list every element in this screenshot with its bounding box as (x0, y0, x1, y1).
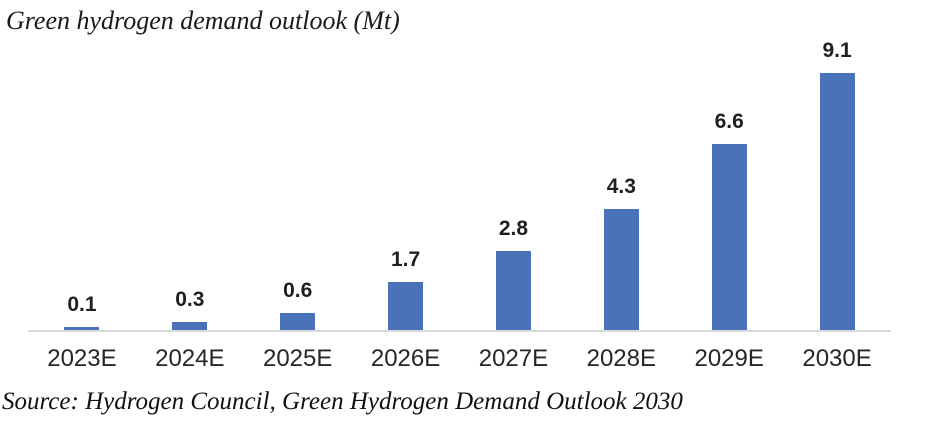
bar (711, 144, 747, 330)
bar-value-label: 0.1 (67, 293, 97, 316)
x-tick-label: 2026E (370, 345, 441, 372)
x-tick-label: 2030E (802, 345, 872, 372)
bar (603, 209, 639, 330)
x-axis-tick-row: 2023E 2024E 2025E 2026E 2027E 2028E 2029E 2030E (28, 345, 891, 372)
bar-value-label: 9.1 (822, 39, 852, 62)
x-tick-label: 2027E (478, 345, 549, 372)
bar (280, 313, 316, 330)
bar-column: 0.1 (28, 294, 136, 330)
x-axis-line (28, 330, 891, 332)
bar (495, 251, 531, 330)
chart-plot-area: 0.1 0.3 0.6 1.7 2.8 4.3 6.6 9.1 2023E 2024E 2025E… (28, 34, 891, 372)
bar-value-label: 0.3 (175, 288, 205, 311)
bar-column: 6.6 (675, 111, 783, 330)
bar-value-label: 4.3 (606, 175, 636, 198)
bar-column: 0.3 (136, 289, 244, 330)
bar (388, 282, 424, 330)
bar (172, 322, 208, 330)
bar (64, 327, 100, 330)
x-tick-label: 2028E (586, 345, 657, 372)
bars-row: 0.1 0.3 0.6 1.7 2.8 4.3 6.6 9.1 (28, 34, 891, 330)
bar-column: 1.7 (352, 249, 460, 330)
source-note: Source: Hydrogen Council, Green Hydrogen… (2, 388, 683, 416)
bar-column: 4.3 (567, 176, 675, 330)
bar (819, 73, 855, 330)
chart-title: Green hydrogen demand outlook (Mt) (6, 6, 400, 35)
bar-column: 0.6 (244, 280, 352, 330)
x-tick-label: 2025E (262, 345, 333, 372)
bar-value-label: 2.8 (498, 217, 529, 240)
x-tick-label: 2023E (47, 345, 117, 372)
x-tick-label: 2029E (694, 345, 764, 372)
bar-value-label: 1.7 (390, 248, 421, 271)
bar-column: 2.8 (460, 218, 568, 330)
bar-value-label: 6.6 (714, 110, 744, 133)
bar-column: 9.1 (783, 40, 891, 330)
x-tick-label: 2024E (155, 345, 225, 372)
bar-value-label: 0.6 (283, 279, 313, 302)
